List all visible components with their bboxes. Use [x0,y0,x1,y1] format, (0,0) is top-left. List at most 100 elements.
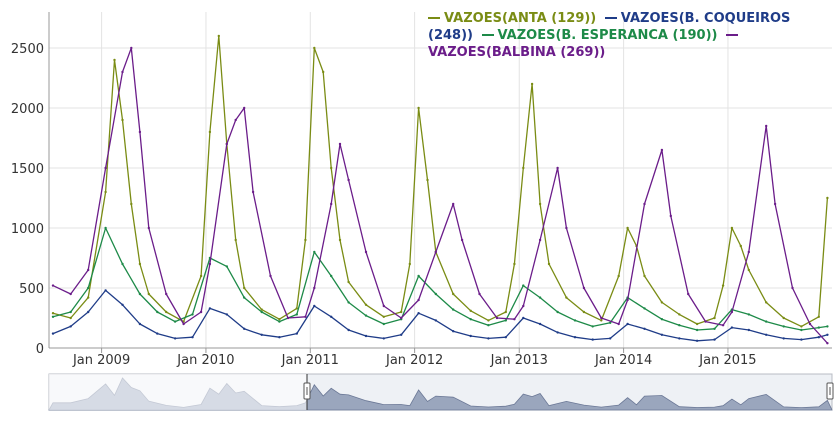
series-line-2[interactable] [52,227,828,331]
data-point [522,304,525,308]
data-point [434,319,437,322]
data-point [417,274,420,278]
legend-item[interactable]: VAZOES(B. ESPERANCA (190)) [481,28,717,43]
data-point [522,316,525,320]
data-point [104,289,107,292]
data-point [400,310,403,314]
data-point [617,322,620,326]
series-line-3[interactable] [52,47,828,344]
x-tick-label: Jan 2009 [72,353,130,368]
data-point [721,284,725,287]
data-point [322,70,325,74]
x-tick-label: Jan 2011 [281,353,339,368]
data-point [87,296,90,299]
data-point [87,310,90,314]
data-point [817,326,820,329]
x-tick-label: Jan 2014 [594,353,652,368]
legend-swatch [481,33,494,36]
data-point [138,130,142,134]
data-point [826,196,829,200]
data-point [460,238,464,242]
data-point [234,118,237,122]
data-point [347,328,350,332]
data-point [452,308,455,311]
data-point [695,328,699,332]
data-point [330,315,333,318]
series-line-1[interactable] [52,289,828,342]
data-point [504,319,507,322]
data-point [434,292,437,296]
data-point [217,34,220,38]
data-point [538,202,542,206]
data-point [704,320,707,323]
range-navigator[interactable] [48,373,834,411]
data-point [138,292,142,296]
data-point [130,46,133,50]
data-point [800,338,803,341]
data-point [591,325,594,328]
data-point [747,250,750,254]
data-point [747,328,750,332]
data-point [347,178,350,182]
data-point [556,331,559,334]
data-point [173,320,177,323]
data-point [626,322,629,326]
data-point [687,292,690,296]
data-point [609,321,612,324]
data-point [138,262,142,266]
data-point [417,298,420,302]
data-point [678,324,681,327]
legend-swatch [604,16,617,19]
data-point [713,338,716,341]
data-point [504,336,507,339]
data-point [730,226,734,230]
data-point [400,333,403,336]
data-point [313,250,316,254]
legend-item[interactable]: VAZOES(BALBINA (269)) [428,28,742,60]
data-point [800,328,803,332]
legend-item[interactable]: VAZOES(ANTA (129)) [428,11,596,26]
data-point [382,315,385,318]
data-point [304,315,307,318]
data-point [364,250,368,254]
data-point [147,226,150,230]
data-point [243,286,246,290]
series-line-0[interactable] [52,35,829,328]
legend-label: VAZOES(BALBINA (269)) [428,45,606,60]
data-point [191,336,194,339]
data-point [730,326,734,329]
data-point [104,190,107,194]
y-tick-label: 500 [19,282,44,297]
data-point [199,274,203,278]
chart-legend: VAZOES(ANTA (129)) VAZOES(B. COQUEIROS (… [428,10,833,61]
data-point [330,274,333,278]
data-point [660,148,664,152]
data-point [643,202,646,206]
data-point [626,226,629,230]
data-point [104,226,107,230]
data-point [695,339,699,342]
data-point [330,166,333,170]
data-point [452,292,455,296]
data-point [251,190,255,194]
data-point [208,307,212,310]
data-point [417,312,420,315]
data-point [626,298,629,302]
data-point [313,46,316,50]
data-point [243,327,246,330]
data-point [808,322,812,326]
data-point [191,313,194,316]
data-point [565,296,568,299]
series-layer[interactable] [51,34,829,345]
data-point [678,337,681,340]
legend-item[interactable]: VAZOES(B. COQUEIROS (248)) [428,11,790,43]
data-point [469,318,472,321]
data-point [452,202,455,206]
data-point [295,332,298,335]
grid-layer [49,12,832,349]
data-point [69,325,72,328]
data-point [513,318,516,321]
data-point [225,265,228,268]
x-tick-label: Jan 2013 [490,353,548,368]
